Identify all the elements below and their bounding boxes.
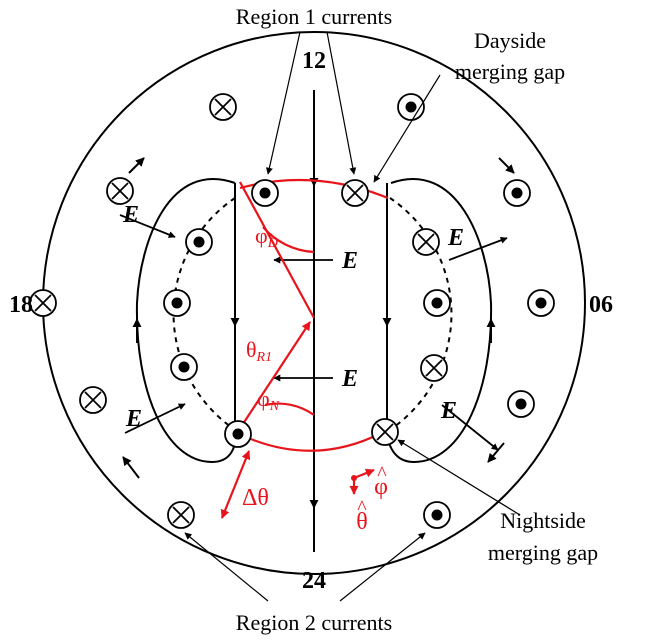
hour-18-label: 18 xyxy=(9,292,33,318)
theta-r1-label: θR1 xyxy=(246,337,272,365)
red-geometry xyxy=(220,178,389,519)
hour-06-label: 06 xyxy=(589,292,613,318)
dot-symbol xyxy=(170,353,198,381)
region1-current-symbols xyxy=(163,179,451,448)
dot-symbol xyxy=(423,501,451,529)
phi-hat-arrow xyxy=(353,468,375,480)
outer-flow-arrows xyxy=(122,157,515,479)
dayside-label-line2: merging gap xyxy=(455,59,565,84)
dot-symbol xyxy=(503,179,531,207)
hour-12-label: 12 xyxy=(302,48,326,74)
nightside-label-line1: Nightside xyxy=(500,508,586,533)
theta-hat-caret: ^ xyxy=(357,497,367,519)
nightside-label-line2: merging gap xyxy=(488,540,598,565)
e-field-label: E xyxy=(341,248,358,274)
phi-n-label: φN xyxy=(257,386,280,414)
theta-hat-label: θ xyxy=(356,509,368,535)
phi-d-arc xyxy=(262,226,315,254)
cross-symbol xyxy=(29,289,57,317)
dot-symbol xyxy=(423,289,451,317)
phi-hat-caret: ^ xyxy=(377,463,387,485)
nightside-red-arc xyxy=(236,429,388,452)
phi-d-label: φD xyxy=(255,223,278,251)
phi-n-arc xyxy=(264,402,315,416)
delta-theta-label: Δθ xyxy=(242,485,269,511)
region2-current-symbols xyxy=(29,93,555,529)
region2-label: Region 2 currents xyxy=(236,610,392,635)
e-field-label: E xyxy=(440,398,457,424)
dot-symbol xyxy=(224,420,252,448)
dot-symbol xyxy=(527,289,555,317)
label-leaders xyxy=(184,31,521,602)
delta-theta-arrow xyxy=(220,450,251,519)
dot-symbol xyxy=(185,228,213,256)
e-field-label: E xyxy=(447,225,464,251)
phi-hat-label: φ xyxy=(374,474,388,500)
cross-symbol xyxy=(412,228,440,256)
cross-symbol xyxy=(106,177,134,205)
unit-vector-origin xyxy=(351,475,357,481)
dot-symbol xyxy=(163,289,191,317)
dayside-label-line1: Dayside xyxy=(474,28,546,53)
cross-symbol xyxy=(420,354,448,382)
cross-symbol xyxy=(79,386,107,414)
hour-24-label: 24 xyxy=(302,568,326,594)
e-field-label: E xyxy=(122,202,139,228)
region1-label: Region 1 currents xyxy=(236,4,392,29)
dot-symbol xyxy=(507,390,535,418)
dot-symbol xyxy=(251,179,279,207)
nightside-radius xyxy=(236,321,311,434)
cross-symbol xyxy=(341,179,369,207)
e-field-label: E xyxy=(125,406,142,432)
e-field-arrows xyxy=(119,214,508,451)
cross-symbol xyxy=(167,501,195,529)
cross-symbol xyxy=(371,418,399,446)
auroral-oval-dashed xyxy=(172,197,453,434)
dawn-cell xyxy=(386,178,493,464)
dayside-radius xyxy=(239,181,315,319)
e-field-label: E xyxy=(341,366,358,392)
cross-symbol xyxy=(209,93,237,121)
